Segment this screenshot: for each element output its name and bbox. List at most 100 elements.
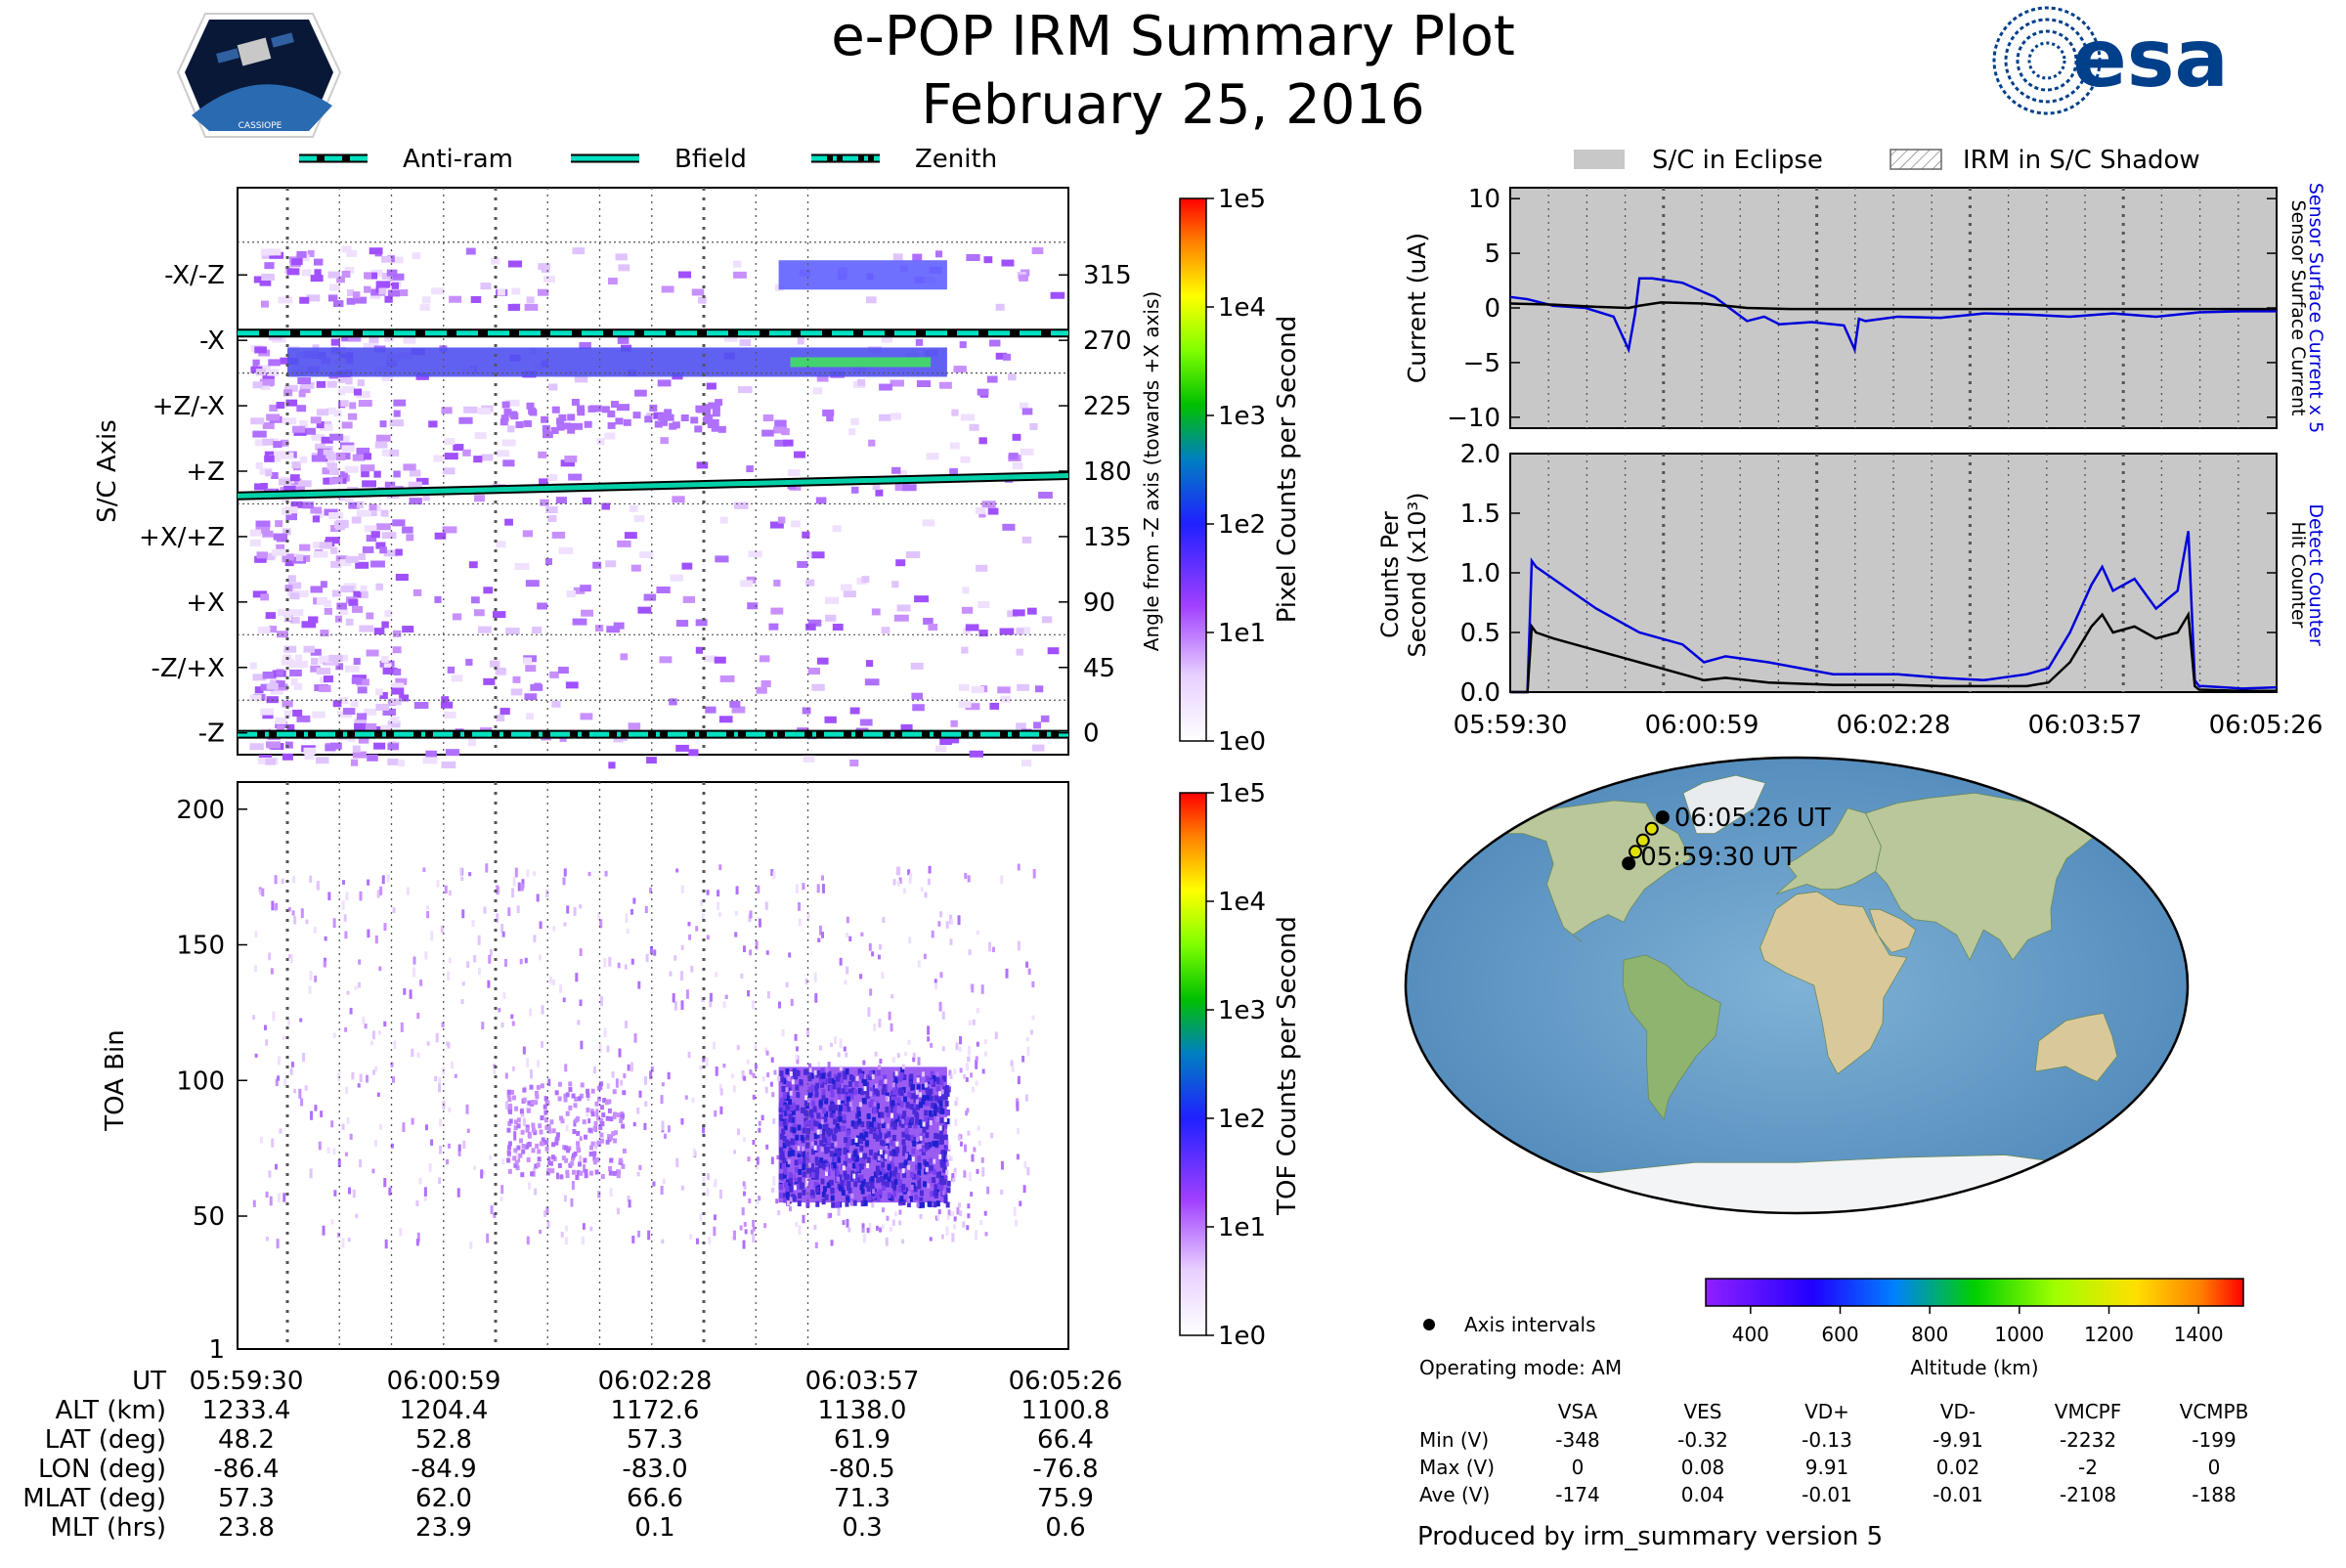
pixel-cell	[249, 662, 257, 670]
tof-cell	[844, 980, 847, 985]
tof-cell	[782, 1135, 787, 1142]
tof-cell	[890, 1157, 894, 1164]
tof-cell	[795, 884, 799, 893]
pixel-cell	[409, 469, 421, 477]
pixel-cell	[340, 400, 349, 408]
pixel-cell	[762, 414, 774, 421]
tof-cell	[790, 1149, 795, 1155]
tof-cell	[872, 1108, 877, 1114]
tof-cell	[619, 1157, 624, 1163]
tof-ylabel: TOA Bin	[101, 1029, 130, 1131]
pixel-cell	[1050, 291, 1065, 299]
tof-cell	[549, 976, 553, 984]
tof-cell	[804, 1153, 809, 1159]
tof-cell	[820, 1147, 824, 1153]
pixel-cell	[333, 521, 349, 529]
tof-cell	[507, 1109, 512, 1114]
tof-cell	[371, 1032, 375, 1037]
pixel-cell	[963, 627, 971, 634]
pixel-cell	[733, 501, 749, 509]
voltage-row-label: Min (V)	[1419, 1428, 1489, 1452]
tof-cell	[438, 1177, 442, 1185]
tof-cell	[739, 1225, 743, 1231]
pixel-cell	[703, 655, 717, 663]
pixel-cell	[739, 339, 752, 347]
tof-cell	[875, 1128, 880, 1135]
tof-cell	[850, 1087, 855, 1094]
pixel-cell	[682, 595, 696, 603]
tof-cell	[571, 1180, 575, 1191]
pixel-cell	[756, 686, 767, 694]
tof-cell	[826, 1129, 831, 1136]
tof-cell	[604, 870, 608, 877]
pixel-cell	[805, 623, 816, 631]
tof-cell	[927, 1025, 931, 1035]
tof-cell	[413, 967, 416, 978]
tof-cell	[485, 863, 489, 873]
tof-cell	[663, 1133, 667, 1139]
tof-cell	[265, 1039, 269, 1046]
tof-cell	[807, 1086, 812, 1093]
tof-cell	[736, 1045, 740, 1051]
tof-cell	[719, 1088, 723, 1096]
tof-cell	[742, 1240, 746, 1249]
pixel-cell	[696, 406, 705, 414]
pixel-cell	[311, 455, 326, 462]
tof-cell	[943, 1194, 948, 1200]
pixel-cell	[421, 296, 431, 304]
tof-cell	[715, 972, 718, 978]
tof-cell	[757, 885, 760, 893]
tof-cell	[860, 932, 864, 936]
tof-cell	[881, 1161, 886, 1168]
tof-cell	[824, 1162, 829, 1169]
tof-cell	[843, 1160, 847, 1167]
pixel-ylabel-right: Angle from -Z axis (towards +X axis)	[1140, 291, 1163, 651]
tof-cell	[872, 1133, 877, 1140]
tof-cell	[838, 1150, 843, 1156]
counts-right-label-black: Hit Counter	[2287, 522, 2309, 629]
tof-cell	[813, 1224, 817, 1230]
tof-cell	[782, 1157, 787, 1164]
pixel-cell	[359, 625, 373, 632]
pixel-cell	[995, 352, 1008, 360]
tof-cell	[345, 892, 349, 901]
pixel-cell	[868, 439, 876, 447]
tof-cell	[465, 1104, 469, 1114]
tof-cell	[814, 993, 818, 1003]
pixel-cell	[633, 515, 645, 523]
pixel-cell	[551, 531, 566, 539]
pixel-cell	[675, 744, 689, 752]
tof-cell	[915, 1104, 920, 1111]
tof-cell	[598, 1044, 602, 1054]
tof-cell	[598, 1084, 603, 1090]
pixel-cell	[301, 269, 312, 277]
pixel-cell	[522, 530, 534, 538]
tof-cell	[536, 1162, 541, 1168]
tof-cell	[822, 1186, 827, 1193]
pixel-cell	[358, 553, 366, 561]
counts-ytick-label: 1.0	[1460, 559, 1500, 588]
pixel-cell	[670, 574, 683, 582]
pixel-cell	[489, 660, 500, 668]
pixel-cell	[250, 417, 265, 425]
pixel-cell	[289, 592, 300, 600]
tof-cell	[934, 1140, 939, 1147]
tof-cell	[630, 908, 633, 915]
tof-cell	[588, 1152, 593, 1157]
tof-cell	[783, 1078, 788, 1085]
tof-cell	[893, 1166, 898, 1173]
tof-cell	[809, 1162, 814, 1169]
tof-cell	[424, 951, 428, 960]
tof-cell	[770, 1057, 774, 1063]
tof-cell	[808, 1067, 812, 1073]
tof-cell	[929, 1113, 934, 1120]
tof-cell	[454, 1073, 457, 1078]
pixel-cell	[477, 626, 492, 633]
pixel-cell	[1019, 274, 1028, 282]
tof-cell	[910, 1171, 915, 1178]
tof-cell	[830, 1240, 834, 1246]
tof-cell	[289, 1067, 293, 1075]
tof-cell	[891, 1174, 896, 1181]
tof-cell	[778, 1184, 783, 1191]
